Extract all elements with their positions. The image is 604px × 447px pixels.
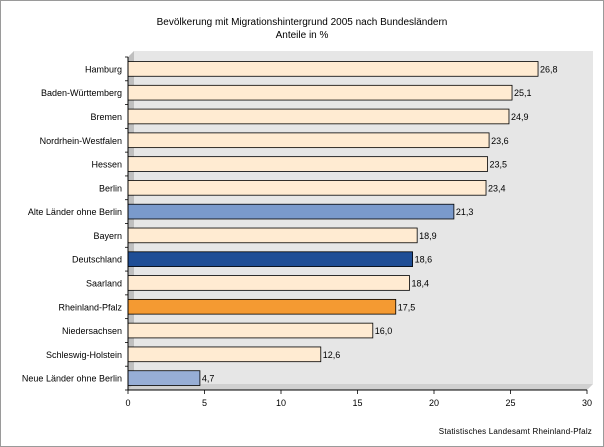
category-label: Berlin bbox=[99, 183, 122, 193]
bar bbox=[127, 180, 487, 196]
category-label: Hamburg bbox=[85, 64, 122, 74]
category-label: Baden-Württemberg bbox=[41, 88, 122, 98]
value-label: 24,9 bbox=[511, 112, 529, 122]
x-tick-label: 30 bbox=[582, 398, 592, 408]
value-label: 12,6 bbox=[323, 350, 341, 360]
bar bbox=[127, 322, 374, 339]
chart-title: Bevölkerung mit Migrationshintergrund 20… bbox=[0, 16, 604, 42]
value-label: 16,0 bbox=[375, 326, 393, 336]
category-label: Hessen bbox=[91, 160, 122, 170]
x-tick-label: 0 bbox=[125, 398, 130, 408]
value-label: 18,9 bbox=[419, 231, 437, 241]
value-label: 26,8 bbox=[540, 64, 558, 74]
bar bbox=[127, 61, 539, 77]
value-label: 18,6 bbox=[415, 255, 433, 265]
category-label: Bayern bbox=[93, 231, 122, 241]
category-label: Bremen bbox=[90, 112, 122, 122]
plot-area bbox=[128, 57, 587, 390]
x-tick-label: 15 bbox=[352, 398, 362, 408]
category-label: Schleswig-Holstein bbox=[46, 350, 122, 360]
bar bbox=[127, 203, 455, 220]
value-label: 25,1 bbox=[514, 88, 532, 98]
value-label: 23,6 bbox=[491, 136, 509, 146]
chart-subtitle: Anteile in % bbox=[275, 30, 329, 41]
category-label: Alte Länder ohne Berlin bbox=[28, 207, 122, 217]
value-label: 18,4 bbox=[412, 278, 430, 288]
x-tick-label: 5 bbox=[202, 398, 207, 408]
category-label: Niedersachsen bbox=[62, 326, 122, 336]
bar bbox=[127, 84, 513, 101]
x-tick-label: 10 bbox=[276, 398, 286, 408]
category-label: Rheinland-Pfalz bbox=[58, 302, 122, 312]
chart-title-line: Bevölkerung mit Migrationshintergrund 20… bbox=[156, 17, 448, 28]
value-label: 21,3 bbox=[456, 207, 474, 217]
value-label: 4,7 bbox=[202, 374, 215, 384]
bar bbox=[127, 156, 488, 172]
bar bbox=[127, 132, 490, 149]
plot-side-wall bbox=[128, 51, 134, 390]
bar bbox=[127, 370, 201, 386]
x-tick-label: 20 bbox=[429, 398, 439, 408]
category-label: Saarland bbox=[86, 278, 122, 288]
bar bbox=[127, 298, 397, 315]
x-tick-label: 25 bbox=[505, 398, 515, 408]
value-label: 17,5 bbox=[398, 302, 416, 312]
bar bbox=[127, 108, 510, 125]
bar bbox=[127, 251, 413, 267]
plot-floor bbox=[128, 384, 593, 390]
value-label: 23,5 bbox=[490, 160, 508, 170]
category-label: Neue Länder ohne Berlin bbox=[22, 374, 122, 384]
bar bbox=[127, 227, 418, 244]
source-note: Statistisches Landesamt Rheinland-Pfalz bbox=[438, 427, 592, 436]
category-label: Deutschland bbox=[72, 255, 122, 265]
category-label: Nordrhein-Westfalen bbox=[40, 136, 122, 146]
value-label: 23,4 bbox=[488, 183, 506, 193]
bar bbox=[127, 275, 410, 291]
bar bbox=[127, 346, 322, 363]
